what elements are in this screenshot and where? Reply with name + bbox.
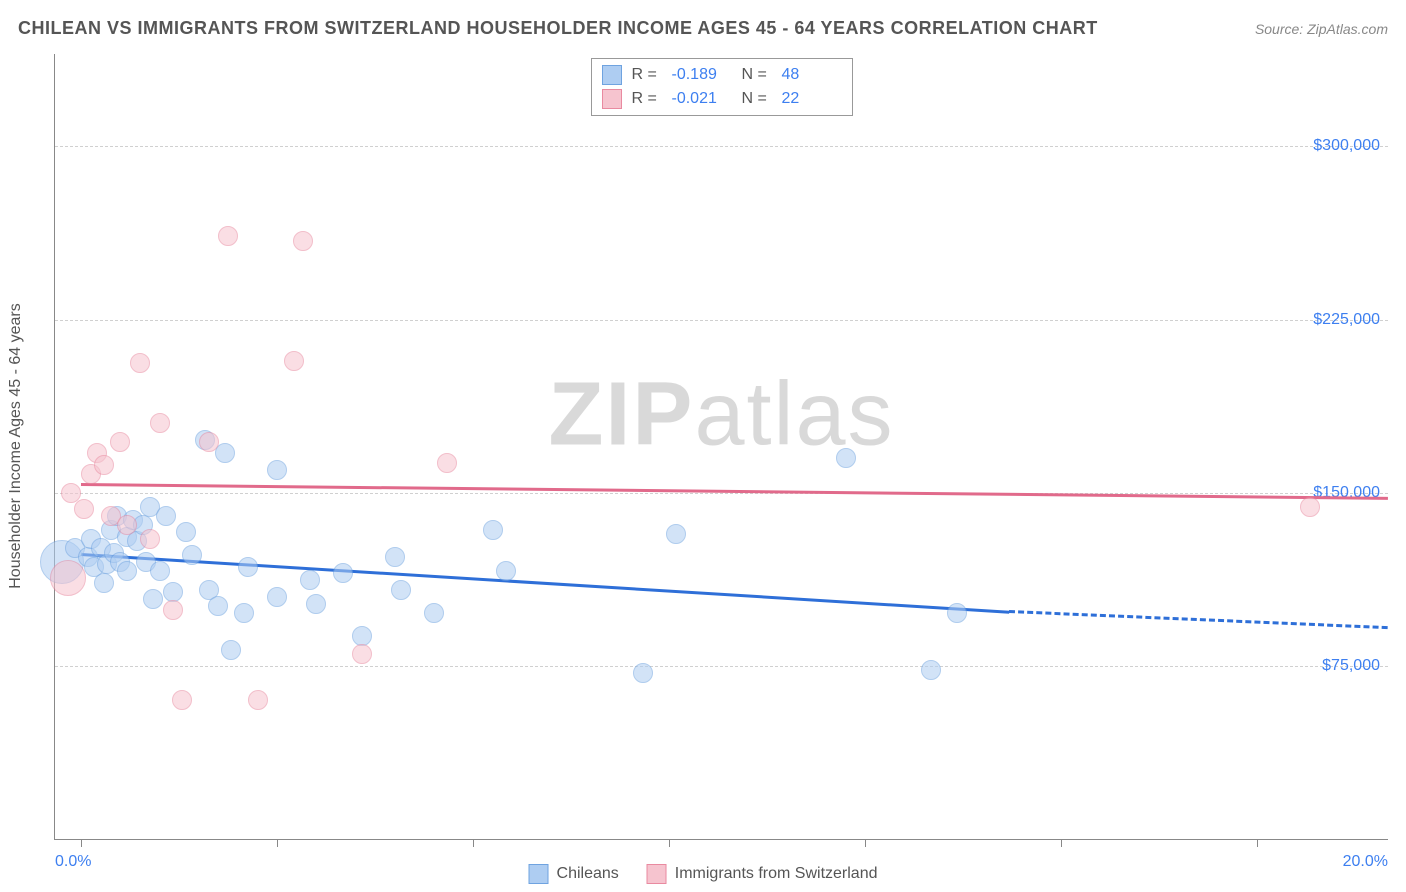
data-point-chileans bbox=[208, 596, 228, 616]
data-point-swiss bbox=[50, 560, 86, 596]
data-point-chileans bbox=[391, 580, 411, 600]
data-point-chileans bbox=[333, 563, 353, 583]
x-tick bbox=[1061, 839, 1062, 847]
data-point-swiss bbox=[172, 690, 192, 710]
data-point-chileans bbox=[94, 573, 114, 593]
data-point-swiss bbox=[150, 413, 170, 433]
data-point-chileans bbox=[176, 522, 196, 542]
legend-label-swiss: Immigrants from Switzerland bbox=[675, 865, 878, 883]
data-point-swiss bbox=[94, 455, 114, 475]
y-tick-label: $225,000 bbox=[1313, 311, 1380, 329]
x-max-label: 20.0% bbox=[1343, 853, 1388, 871]
data-point-swiss bbox=[74, 499, 94, 519]
data-point-chileans bbox=[483, 520, 503, 540]
series-legend: Chileans Immigrants from Switzerland bbox=[529, 864, 878, 884]
source-label: Source: ZipAtlas.com bbox=[1255, 21, 1388, 37]
grid-line bbox=[55, 146, 1388, 147]
stats-n-value-swiss: 22 bbox=[782, 90, 842, 108]
grid-line bbox=[55, 493, 1388, 494]
stats-row-chileans: R = -0.189 N = 48 bbox=[602, 63, 842, 87]
title-bar: CHILEAN VS IMMIGRANTS FROM SWITZERLAND H… bbox=[18, 18, 1388, 39]
stats-r-label: R = bbox=[632, 90, 662, 108]
data-point-swiss bbox=[248, 690, 268, 710]
watermark-rest: atlas bbox=[694, 365, 894, 465]
data-point-chileans bbox=[221, 640, 241, 660]
stats-n-value-chileans: 48 bbox=[782, 66, 842, 84]
data-point-chileans bbox=[163, 582, 183, 602]
data-point-chileans bbox=[496, 561, 516, 581]
data-point-chileans bbox=[267, 460, 287, 480]
swatch-chileans bbox=[602, 65, 622, 85]
x-tick bbox=[669, 839, 670, 847]
data-point-chileans bbox=[182, 545, 202, 565]
legend-item-swiss: Immigrants from Switzerland bbox=[647, 864, 878, 884]
data-point-swiss bbox=[1300, 497, 1320, 517]
data-point-swiss bbox=[293, 231, 313, 251]
data-point-swiss bbox=[110, 432, 130, 452]
data-point-swiss bbox=[163, 600, 183, 620]
chart-title: CHILEAN VS IMMIGRANTS FROM SWITZERLAND H… bbox=[18, 18, 1098, 39]
stats-r-label: R = bbox=[632, 66, 662, 84]
data-point-chileans bbox=[836, 448, 856, 468]
data-point-chileans bbox=[150, 561, 170, 581]
data-point-chileans bbox=[947, 603, 967, 623]
grid-line bbox=[55, 666, 1388, 667]
data-point-chileans bbox=[921, 660, 941, 680]
x-tick bbox=[473, 839, 474, 847]
data-point-swiss bbox=[284, 351, 304, 371]
data-point-chileans bbox=[666, 524, 686, 544]
swatch-swiss bbox=[647, 864, 667, 884]
grid-line bbox=[55, 320, 1388, 321]
data-point-swiss bbox=[130, 353, 150, 373]
data-point-swiss bbox=[199, 432, 219, 452]
stats-row-swiss: R = -0.021 N = 22 bbox=[602, 87, 842, 111]
stats-r-value-chileans: -0.189 bbox=[672, 66, 732, 84]
stats-r-value-swiss: -0.021 bbox=[672, 90, 732, 108]
stats-n-label: N = bbox=[742, 90, 772, 108]
data-point-chileans bbox=[117, 561, 137, 581]
data-point-chileans bbox=[234, 603, 254, 623]
x-min-label: 0.0% bbox=[55, 853, 91, 871]
data-point-swiss bbox=[218, 226, 238, 246]
stats-n-label: N = bbox=[742, 66, 772, 84]
data-point-chileans bbox=[424, 603, 444, 623]
scatter-plot: ZIPatlas R = -0.189 N = 48 R = -0.021 N … bbox=[54, 54, 1388, 840]
x-tick bbox=[277, 839, 278, 847]
stats-legend: R = -0.189 N = 48 R = -0.021 N = 22 bbox=[591, 58, 853, 116]
y-tick-label: $300,000 bbox=[1313, 137, 1380, 155]
data-point-chileans bbox=[352, 626, 372, 646]
data-point-swiss bbox=[352, 644, 372, 664]
y-axis-label: Householder Income Ages 45 - 64 years bbox=[7, 303, 25, 589]
data-point-swiss bbox=[140, 529, 160, 549]
x-tick bbox=[81, 839, 82, 847]
x-tick bbox=[1257, 839, 1258, 847]
x-tick bbox=[865, 839, 866, 847]
legend-item-chileans: Chileans bbox=[529, 864, 619, 884]
watermark-bold: ZIP bbox=[548, 365, 694, 465]
data-point-chileans bbox=[215, 443, 235, 463]
swatch-swiss bbox=[602, 89, 622, 109]
data-point-swiss bbox=[437, 453, 457, 473]
trend-line bbox=[1009, 610, 1388, 629]
data-point-chileans bbox=[238, 557, 258, 577]
data-point-chileans bbox=[633, 663, 653, 683]
data-point-chileans bbox=[143, 589, 163, 609]
swatch-chileans bbox=[529, 864, 549, 884]
legend-label-chileans: Chileans bbox=[557, 865, 619, 883]
data-point-chileans bbox=[300, 570, 320, 590]
data-point-chileans bbox=[267, 587, 287, 607]
data-point-swiss bbox=[117, 515, 137, 535]
data-point-chileans bbox=[306, 594, 326, 614]
data-point-chileans bbox=[385, 547, 405, 567]
y-tick-label: $75,000 bbox=[1322, 657, 1380, 675]
data-point-chileans bbox=[156, 506, 176, 526]
